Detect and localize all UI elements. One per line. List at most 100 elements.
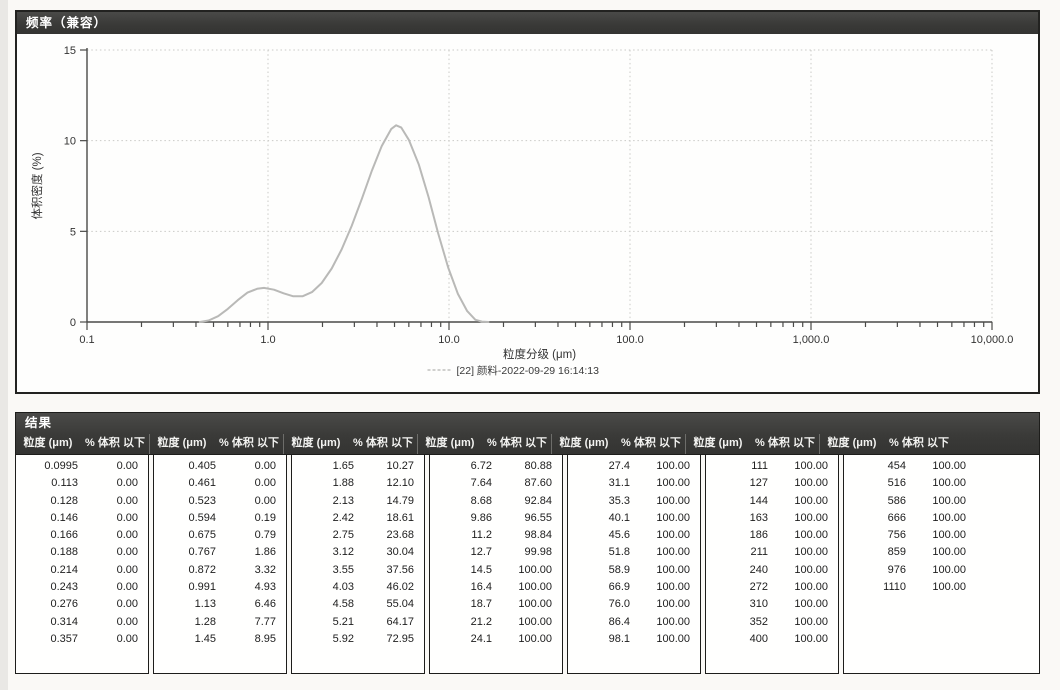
scan-edge-artifact — [0, 0, 8, 690]
table-row: 0.523 0.00 — [154, 493, 288, 510]
cell-size-um: 40.1 — [608, 511, 630, 524]
cell-size-um: 0.523 — [188, 494, 216, 507]
col-header-size: 粒度 (μm) — [157, 437, 207, 449]
table-row: 5.92 72.95 — [292, 631, 426, 648]
table-row: 240 100.00 — [706, 562, 840, 579]
cell-size-um: 0.113 — [51, 477, 78, 490]
frequency-chart: 0 5 10 15 0.1 1.0 10.0 100.0 1,000.0 10,000.0 体积密度… — [17, 34, 1038, 392]
col-header-size: 粒度 (μm) — [559, 437, 609, 449]
table-row: 0.243 0.00 — [16, 579, 150, 596]
cell-percent-under: 100.00 — [656, 581, 690, 594]
results-panel: 结果 粒度 (μm)% 体积 以下 粒度 (μm)% 体积 以下 粒度 (μm)% … — [15, 412, 1040, 675]
table-row: 0.357 0.00 — [16, 631, 150, 648]
cell-percent-under: 23.68 — [386, 529, 414, 542]
cell-size-um: 2.75 — [332, 529, 354, 542]
results-group-box: 111 100.00 127 100.00 144 100.00 163 100.00 186 1… — [705, 455, 839, 674]
table-row: 21.2 100.00 — [430, 614, 564, 631]
table-row: 0.767 1.86 — [154, 544, 288, 561]
y-tick-label: 10 — [64, 136, 76, 148]
col-header-size: 粒度 (μm) — [23, 437, 73, 449]
cell-size-um: 51.8 — [608, 546, 630, 559]
header-group: 粒度 (μm) % 体积 以下 — [552, 434, 686, 454]
table-row: 0.188 0.00 — [16, 544, 150, 561]
cell-percent-under: 0.00 — [116, 581, 138, 594]
frequency-panel-title: 频率（兼容） — [17, 12, 1038, 34]
col-header-size: 粒度 (μm) — [291, 437, 341, 449]
cell-percent-under: 100.00 — [932, 511, 966, 524]
cell-percent-under: 96.55 — [524, 511, 552, 524]
cell-percent-under: 100.00 — [794, 477, 828, 490]
table-row: 1.13 6.46 — [154, 596, 288, 613]
table-row: 111 100.00 — [706, 458, 840, 475]
x-tick-label: 0.1 — [79, 334, 94, 346]
table-row: 352 100.00 — [706, 614, 840, 631]
results-group-box: 27.4 100.00 31.1 100.00 35.3 100.00 40.1 100.00… — [567, 455, 701, 674]
results-table-body: 0.0995 0.00 0.113 0.00 0.128 0.00 0.146 0.00 0.1… — [15, 455, 1040, 674]
cell-size-um: 0.243 — [50, 581, 78, 594]
cell-size-um: 6.72 — [470, 460, 492, 472]
cell-size-um: 1110 — [883, 581, 906, 594]
table-row: 45.6 100.00 — [568, 527, 702, 544]
cell-size-um: 1.13 — [194, 598, 216, 611]
cell-percent-under: 100.00 — [518, 598, 552, 611]
table-row: 859 100.00 — [844, 544, 978, 561]
cell-percent-under: 0.00 — [116, 598, 138, 611]
cell-size-um: 4.58 — [332, 598, 354, 611]
cell-percent-under: 100.00 — [656, 529, 690, 542]
table-row: 1.45 8.95 — [154, 631, 288, 648]
results-group-box: 6.72 80.88 7.64 87.60 8.68 92.84 9.86 96.55 11.2… — [429, 455, 563, 674]
table-row: 1.28 7.77 — [154, 614, 288, 631]
col-header-size: 粒度 (μm) — [827, 437, 877, 449]
cell-percent-under: 100.00 — [656, 477, 690, 490]
table-row: 98.1 100.00 — [568, 631, 702, 648]
cell-size-um: 2.42 — [332, 511, 354, 524]
cell-size-um: 27.4 — [608, 460, 630, 472]
table-row: 1.65 10.27 — [292, 458, 426, 475]
table-row: 7.64 87.60 — [430, 475, 564, 492]
table-row: 0.991 4.93 — [154, 579, 288, 596]
cell-size-um: 4.03 — [332, 581, 354, 594]
col-header-volume-under: % 体积 以下 — [353, 437, 413, 449]
cell-percent-under: 72.95 — [386, 632, 414, 645]
table-row: 400 100.00 — [706, 631, 840, 648]
cell-percent-under: 100.00 — [656, 615, 690, 628]
cell-size-um: 5.21 — [332, 615, 354, 628]
cell-percent-under: 100.00 — [932, 529, 966, 542]
cell-size-um: 16.4 — [470, 581, 492, 594]
table-row: 310 100.00 — [706, 596, 840, 613]
cell-percent-under: 0.00 — [116, 460, 138, 472]
cell-size-um: 0.991 — [188, 581, 216, 594]
cell-percent-under: 98.84 — [524, 529, 552, 542]
results-group-box: 1.65 10.27 1.88 12.10 2.13 14.79 2.42 18.61 2.75… — [291, 455, 425, 674]
cell-size-um: 21.2 — [470, 615, 492, 628]
cell-percent-under: 0.00 — [116, 563, 138, 576]
table-row: 0.461 0.00 — [154, 475, 288, 492]
cell-size-um: 66.9 — [608, 581, 630, 594]
cell-size-um: 0.675 — [188, 529, 216, 542]
table-row: 0.146 0.00 — [16, 510, 150, 527]
table-row: 58.9 100.00 — [568, 562, 702, 579]
cell-size-um: 0.146 — [50, 511, 78, 524]
cell-size-um: 24.1 — [470, 632, 492, 645]
y-axis-title: 体积密度 (%) — [30, 152, 44, 219]
table-row: 144 100.00 — [706, 493, 840, 510]
cell-size-um: 976 — [887, 563, 906, 576]
table-row: 40.1 100.00 — [568, 510, 702, 527]
cell-percent-under: 100.00 — [656, 632, 690, 645]
col-header-volume-under: % 体积 以下 — [621, 437, 681, 449]
y-tick-label: 0 — [70, 317, 76, 329]
x-tick-label: 10.0 — [438, 334, 459, 346]
cell-percent-under: 30.04 — [386, 546, 414, 559]
cell-percent-under: 100.00 — [656, 598, 690, 611]
table-row: 0.166 0.00 — [16, 527, 150, 544]
cell-percent-under: 12.10 — [386, 477, 414, 490]
cell-percent-under: 0.00 — [116, 477, 138, 490]
cell-size-um: 310 — [749, 598, 768, 611]
cell-size-um: 127 — [749, 477, 768, 490]
cell-percent-under: 100.00 — [794, 632, 828, 645]
cell-percent-under: 4.93 — [254, 581, 276, 594]
cell-size-um: 586 — [887, 494, 906, 507]
cell-size-um: 12.7 — [470, 546, 492, 559]
table-row: 0.214 0.00 — [16, 562, 150, 579]
cell-size-um: 756 — [887, 529, 906, 542]
